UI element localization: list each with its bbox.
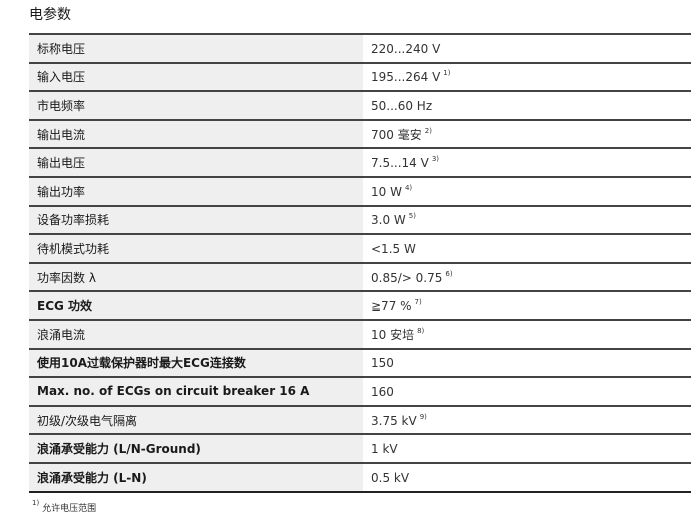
param-value: 195...264 V 1) bbox=[363, 61, 691, 92]
value-text: 1 kV bbox=[371, 442, 398, 457]
table-row: 初级/次级电气隔离 3.75 kV 9) bbox=[29, 404, 691, 435]
param-label: 输出电压 bbox=[29, 147, 363, 177]
param-value: 7.5...14 V 3) bbox=[363, 147, 691, 177]
param-label: 输出电流 bbox=[29, 118, 363, 149]
param-label: Max. no. of ECGs on circuit breaker 16 A bbox=[29, 376, 363, 406]
electrical-parameters-table: 标称电压 220...240 V 输入电压 195...264 V 1) 市电频率 50..… bbox=[29, 33, 691, 493]
table-row: 待机模式功耗 <1.5 W bbox=[29, 233, 691, 263]
param-value: 160 bbox=[363, 376, 691, 406]
param-label: 初级/次级电气隔离 bbox=[29, 404, 363, 435]
param-value: 220...240 V bbox=[363, 33, 691, 63]
table-row: ECG 功效 ≧77 % 7) bbox=[29, 290, 691, 320]
value-text: 50...60 Hz bbox=[371, 98, 433, 113]
param-value: <1.5 W bbox=[363, 233, 691, 263]
value-text: 10 安培 bbox=[371, 327, 415, 342]
param-label: 市电频率 bbox=[29, 90, 363, 120]
param-value: ≧77 % 7) bbox=[363, 290, 691, 320]
table-row: 输出功率 10 W 4) bbox=[29, 175, 691, 206]
value-text: 160 bbox=[371, 384, 394, 399]
footnote-ref: 3) bbox=[431, 155, 440, 164]
footnote-ref: 2) bbox=[424, 126, 432, 135]
table-row: Max. no. of ECGs on circuit breaker 16 A… bbox=[29, 376, 691, 406]
table-row: 使用10A过载保护器时最大ECG连接数 150 bbox=[29, 347, 691, 378]
table-row: 浪涌电流 10 安培 8) bbox=[29, 318, 691, 349]
table-row: 输出电流 700 毫安 2) bbox=[29, 118, 691, 149]
param-label: 功率因数 λ bbox=[29, 261, 363, 292]
footnote-mark: 1) bbox=[32, 499, 40, 507]
param-label: 输入电压 bbox=[29, 61, 363, 92]
table-row: 浪涌承受能力 (L/N-Ground) 1 kV bbox=[29, 433, 691, 463]
table-row: 市电频率 50...60 Hz bbox=[29, 90, 691, 120]
param-label: 浪涌承受能力 (L/N-Ground) bbox=[29, 433, 363, 463]
value-text: 700 毫安 bbox=[371, 127, 422, 142]
value-text: 195...264 V bbox=[371, 70, 441, 85]
param-label: 待机模式功耗 bbox=[29, 233, 363, 263]
value-text: 7.5...14 V bbox=[371, 156, 429, 171]
table-row: 输入电压 195...264 V 1) bbox=[29, 61, 691, 92]
table-row: 输出电压 7.5...14 V 3) bbox=[29, 147, 691, 177]
param-label: 浪涌承受能力 (L-N) bbox=[29, 461, 363, 493]
footnote-ref: 9) bbox=[419, 412, 427, 421]
param-label: 输出功率 bbox=[29, 175, 363, 206]
value-text: 3.75 kV bbox=[371, 413, 417, 428]
param-value: 3.75 kV 9) bbox=[363, 404, 691, 435]
param-value: 0.5 kV bbox=[363, 461, 691, 493]
table-row: 功率因数 λ 0.85/> 0.75 6) bbox=[29, 261, 691, 292]
param-label: 浪涌电流 bbox=[29, 318, 363, 349]
param-label: ECG 功效 bbox=[29, 290, 363, 320]
param-value: 3.0 W 5) bbox=[363, 204, 691, 235]
value-text: 10 W bbox=[371, 184, 402, 199]
param-label: 设备功率损耗 bbox=[29, 204, 363, 235]
param-value: 1 kV bbox=[363, 433, 691, 463]
value-text: <1.5 W bbox=[371, 241, 416, 256]
table-row: 设备功率损耗 3.0 W 5) bbox=[29, 204, 691, 235]
value-text: 0.85/> 0.75 bbox=[371, 270, 443, 285]
param-value: 150 bbox=[363, 347, 691, 378]
section-title: 电参数 bbox=[29, 7, 71, 23]
param-value: 700 毫安 2) bbox=[363, 118, 691, 149]
footnote-ref: 4) bbox=[404, 183, 413, 192]
footnote-ref: 1) bbox=[443, 69, 451, 78]
value-text: ≧77 % bbox=[371, 299, 412, 314]
footnote-ref: 8) bbox=[417, 326, 425, 335]
param-label: 使用10A过载保护器时最大ECG连接数 bbox=[29, 347, 363, 378]
param-label: 标称电压 bbox=[29, 33, 363, 63]
param-value: 50...60 Hz bbox=[363, 90, 691, 120]
value-text: 3.0 W bbox=[371, 213, 406, 228]
table-row: 浪涌承受能力 (L-N) 0.5 kV bbox=[29, 461, 691, 493]
footnote-ref: 7) bbox=[414, 298, 422, 307]
footnote-ref: 5) bbox=[408, 212, 416, 221]
footnote-text: 允许电压范围 bbox=[42, 504, 97, 514]
table-row: 标称电压 220...240 V bbox=[29, 33, 691, 63]
value-text: 220...240 V bbox=[371, 41, 441, 56]
value-text: 0.5 kV bbox=[371, 470, 410, 485]
param-value: 10 安培 8) bbox=[363, 318, 691, 349]
footnote-ref: 6) bbox=[445, 269, 453, 278]
value-text: 150 bbox=[371, 356, 394, 371]
param-value: 0.85/> 0.75 6) bbox=[363, 261, 691, 292]
param-value: 10 W 4) bbox=[363, 175, 691, 206]
footnote: 1) 允许电压范围 bbox=[29, 499, 96, 514]
